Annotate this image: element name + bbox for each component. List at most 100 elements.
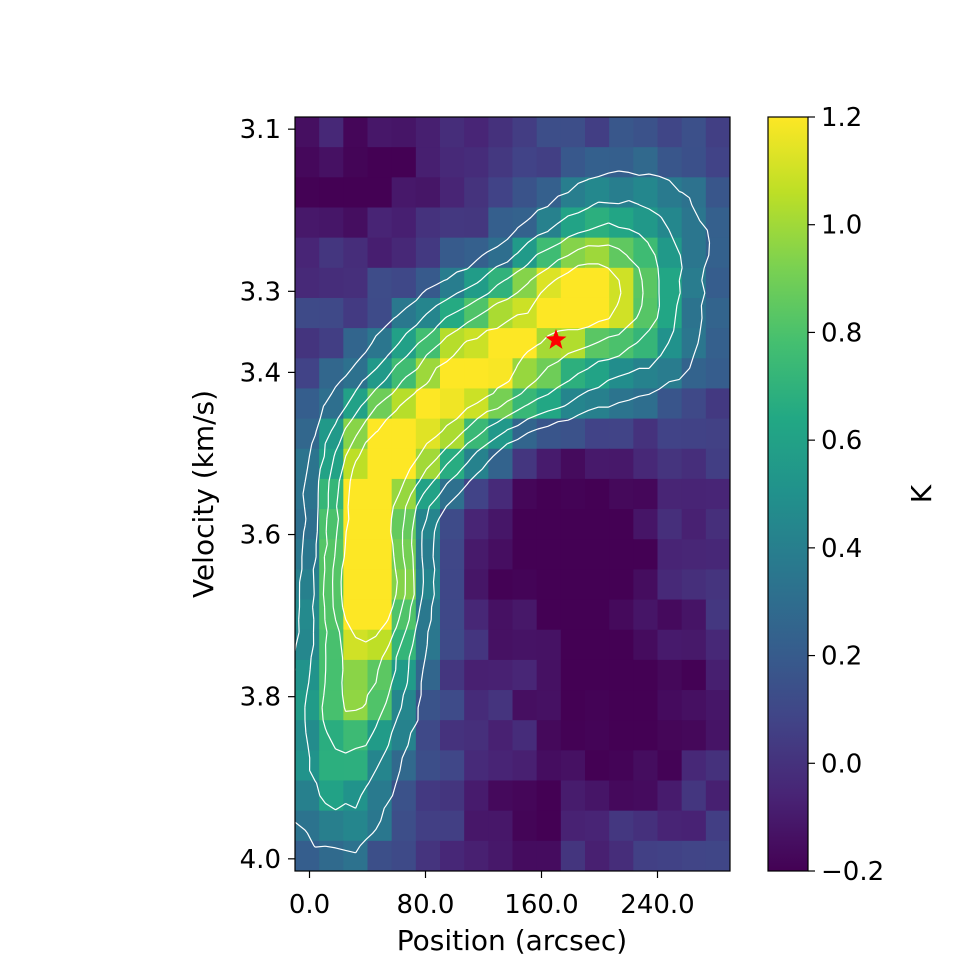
heatmap-cell <box>585 780 610 812</box>
heatmap-cell <box>585 840 610 871</box>
y-tick-label: 3.6 <box>240 521 281 551</box>
heatmap-cell <box>464 599 489 631</box>
heatmap-cell <box>560 629 586 661</box>
heatmap-cell <box>657 147 683 178</box>
heatmap-cell <box>657 780 683 812</box>
heatmap-cell <box>609 418 634 450</box>
heatmap-cell <box>367 207 393 239</box>
colorbar-tick-label: 0.8 <box>821 318 862 348</box>
heatmap-cell <box>560 840 586 871</box>
heatmap-cell <box>560 478 586 510</box>
heatmap-cell <box>415 147 441 178</box>
heatmap-cell <box>609 267 634 299</box>
heatmap-cell <box>633 328 659 359</box>
heatmap-cell <box>391 177 417 209</box>
heatmap-cell <box>488 448 514 480</box>
heatmap-cell <box>585 509 610 540</box>
heatmap-cell <box>705 690 730 721</box>
heatmap-cell <box>415 358 441 390</box>
heatmap-cell <box>609 690 634 721</box>
heatmap-cell <box>319 810 344 842</box>
heatmap-cell <box>319 358 344 390</box>
heatmap-cell <box>609 659 634 691</box>
heatmap-cell <box>681 569 707 601</box>
heatmap-cell <box>367 478 393 510</box>
heatmap-cell <box>367 509 393 540</box>
heatmap-cell <box>391 147 417 178</box>
heatmap-cell <box>536 448 562 480</box>
heatmap-cell <box>391 418 417 450</box>
contour-level <box>295 170 711 854</box>
heatmap-cell <box>415 478 441 510</box>
heatmap-cell <box>681 418 707 450</box>
heatmap-cell <box>585 388 610 420</box>
heatmap-cell <box>367 267 393 299</box>
colorbar-axis: 1.2 1.0 0.8 0.6 0.4 0.2 0.0 −0.2 <box>808 103 884 887</box>
heatmap-cell <box>560 267 586 299</box>
heatmap-cell <box>512 448 538 480</box>
heatmap-cell <box>657 418 683 450</box>
heatmap-cell <box>609 207 634 239</box>
contour-level <box>304 200 683 811</box>
heatmap-cell <box>681 780 707 812</box>
heatmap-cell <box>681 840 707 871</box>
heatmap-cell <box>657 659 683 691</box>
heatmap-cell <box>681 478 707 510</box>
heatmap-cell <box>319 237 344 269</box>
heatmap-cell <box>609 629 634 661</box>
contour-level <box>340 263 622 643</box>
heatmap-cell <box>705 267 730 299</box>
heatmap-cell <box>319 478 344 510</box>
heatmap-cell <box>343 237 369 269</box>
heatmap-cell <box>295 569 320 601</box>
heatmap-cell <box>464 177 489 209</box>
heatmap-cell <box>560 539 586 570</box>
heatmap-cell <box>295 810 320 842</box>
heatmap-cell <box>560 780 586 812</box>
heatmap-cell <box>415 840 441 871</box>
heatmap-cell <box>415 690 441 721</box>
heatmap-cell <box>705 599 730 631</box>
heatmap-cell <box>560 297 586 329</box>
heatmap-cell <box>488 690 514 721</box>
heatmap-cell <box>319 297 344 329</box>
heatmap-cell <box>295 659 320 691</box>
heatmap-cell <box>705 147 730 178</box>
heatmap-cell <box>585 328 610 359</box>
heatmap-cell <box>609 810 634 842</box>
heatmap-cell <box>440 750 465 782</box>
heatmap-cell <box>464 659 489 691</box>
heatmap-cell <box>609 569 634 601</box>
heatmap-cell <box>367 117 393 148</box>
heatmap-cell <box>681 448 707 480</box>
heatmap-cell <box>560 569 586 601</box>
heatmap-cell <box>488 720 514 751</box>
heatmap-cell <box>415 267 441 299</box>
heatmap-cell <box>657 358 683 390</box>
heatmap-cell <box>657 478 683 510</box>
heatmap-cell <box>657 267 683 299</box>
heatmap-cell <box>488 569 514 601</box>
heatmap-cell <box>681 177 707 209</box>
heatmap-cell <box>440 810 465 842</box>
colorbar-tick-label: 1.2 <box>821 103 862 133</box>
heatmap-cell <box>512 599 538 631</box>
heatmap-cell <box>536 177 562 209</box>
heatmap-cell <box>585 569 610 601</box>
heatmap-cell <box>585 720 610 751</box>
heatmap-cell <box>391 267 417 299</box>
heatmap-cell <box>705 448 730 480</box>
heatmap-cell <box>295 237 320 269</box>
heatmap-cell <box>488 237 514 269</box>
heatmap-cell <box>488 750 514 782</box>
heatmap-cell <box>415 720 441 751</box>
x-tick-label: 0.0 <box>289 890 330 920</box>
heatmap-cell <box>343 207 369 239</box>
heatmap-cell <box>705 720 730 751</box>
heatmap-cell <box>464 780 489 812</box>
heatmap-cell <box>560 509 586 540</box>
heatmap-cell <box>440 840 465 871</box>
heatmap-cell <box>705 509 730 540</box>
heatmap-cell <box>512 418 538 450</box>
heatmap-cell <box>705 780 730 812</box>
